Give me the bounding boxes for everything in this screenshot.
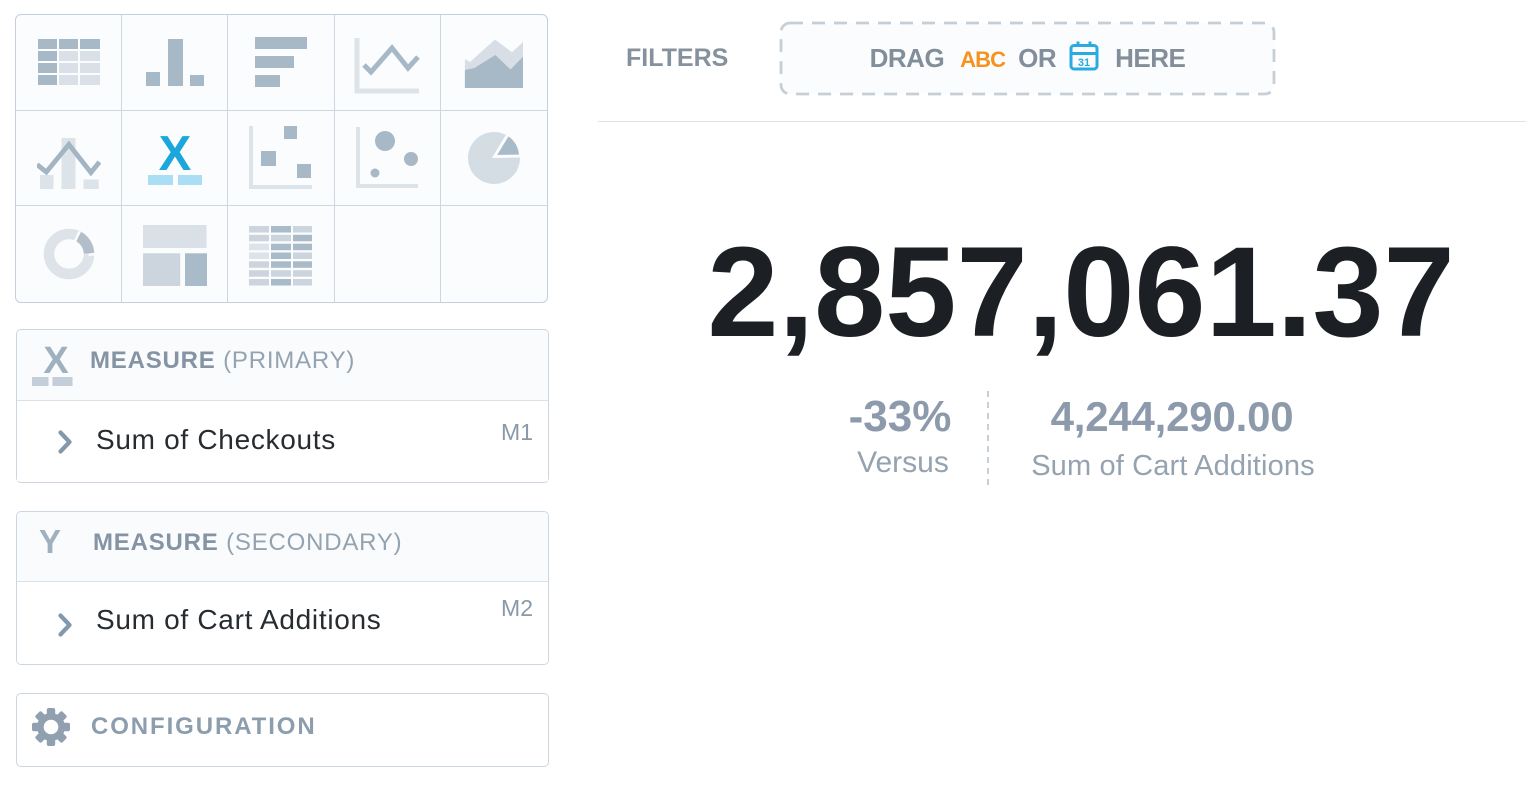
- svg-text:X: X: [158, 134, 191, 181]
- svg-text:X: X: [43, 343, 69, 382]
- svg-text:31: 31: [1078, 57, 1090, 69]
